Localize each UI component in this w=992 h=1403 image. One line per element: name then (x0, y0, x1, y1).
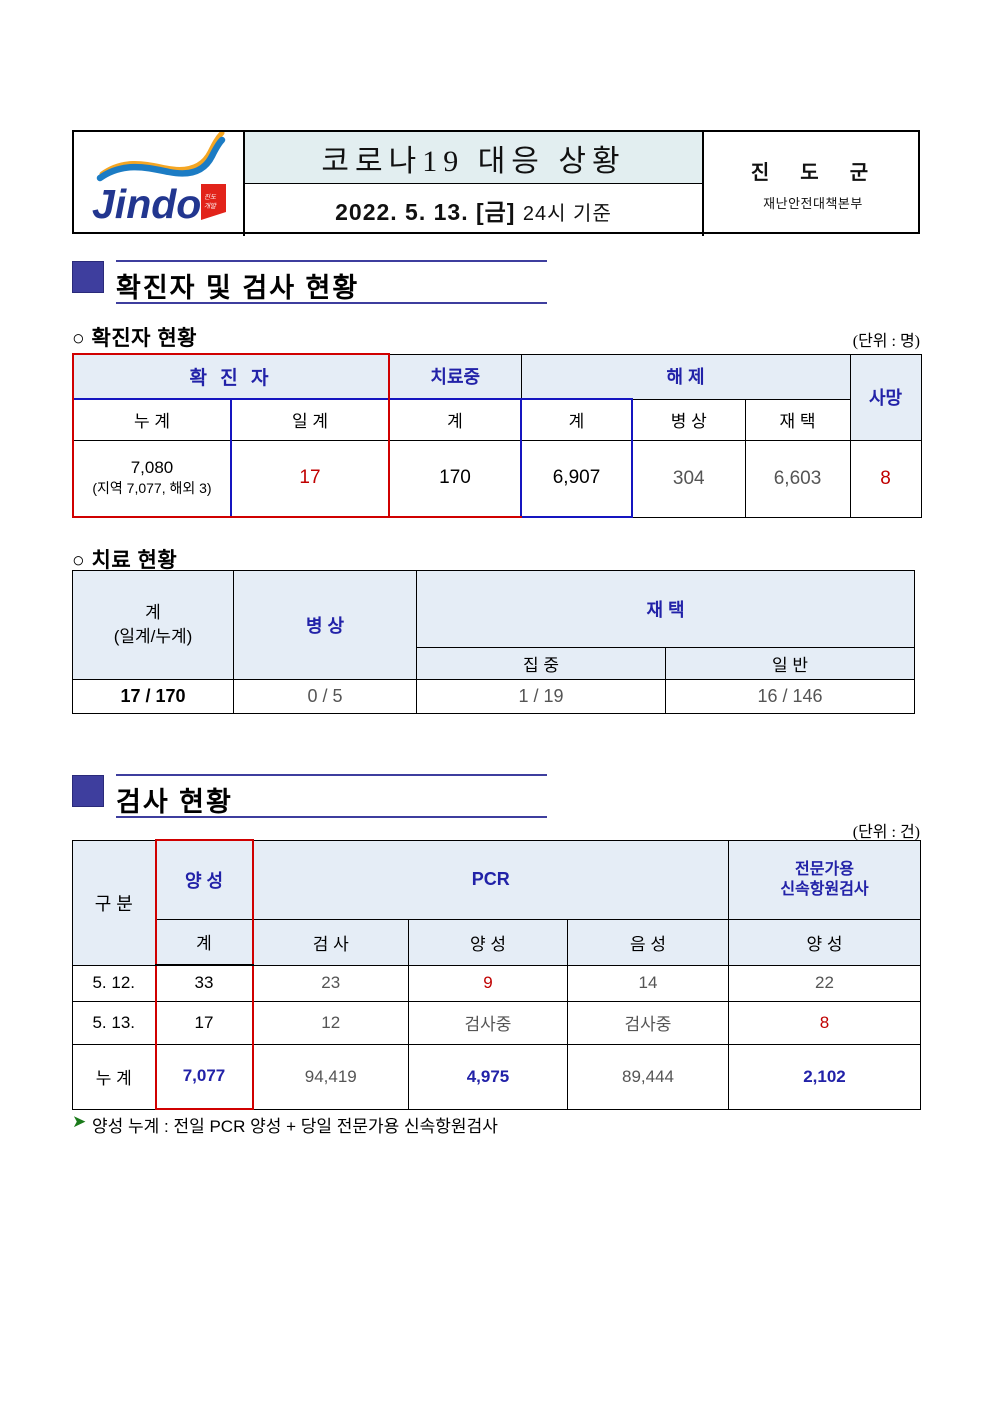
svg-text:개발: 개발 (204, 202, 217, 210)
svg-text:Jindo: Jindo (92, 181, 201, 227)
svg-text:진도: 진도 (204, 193, 217, 201)
